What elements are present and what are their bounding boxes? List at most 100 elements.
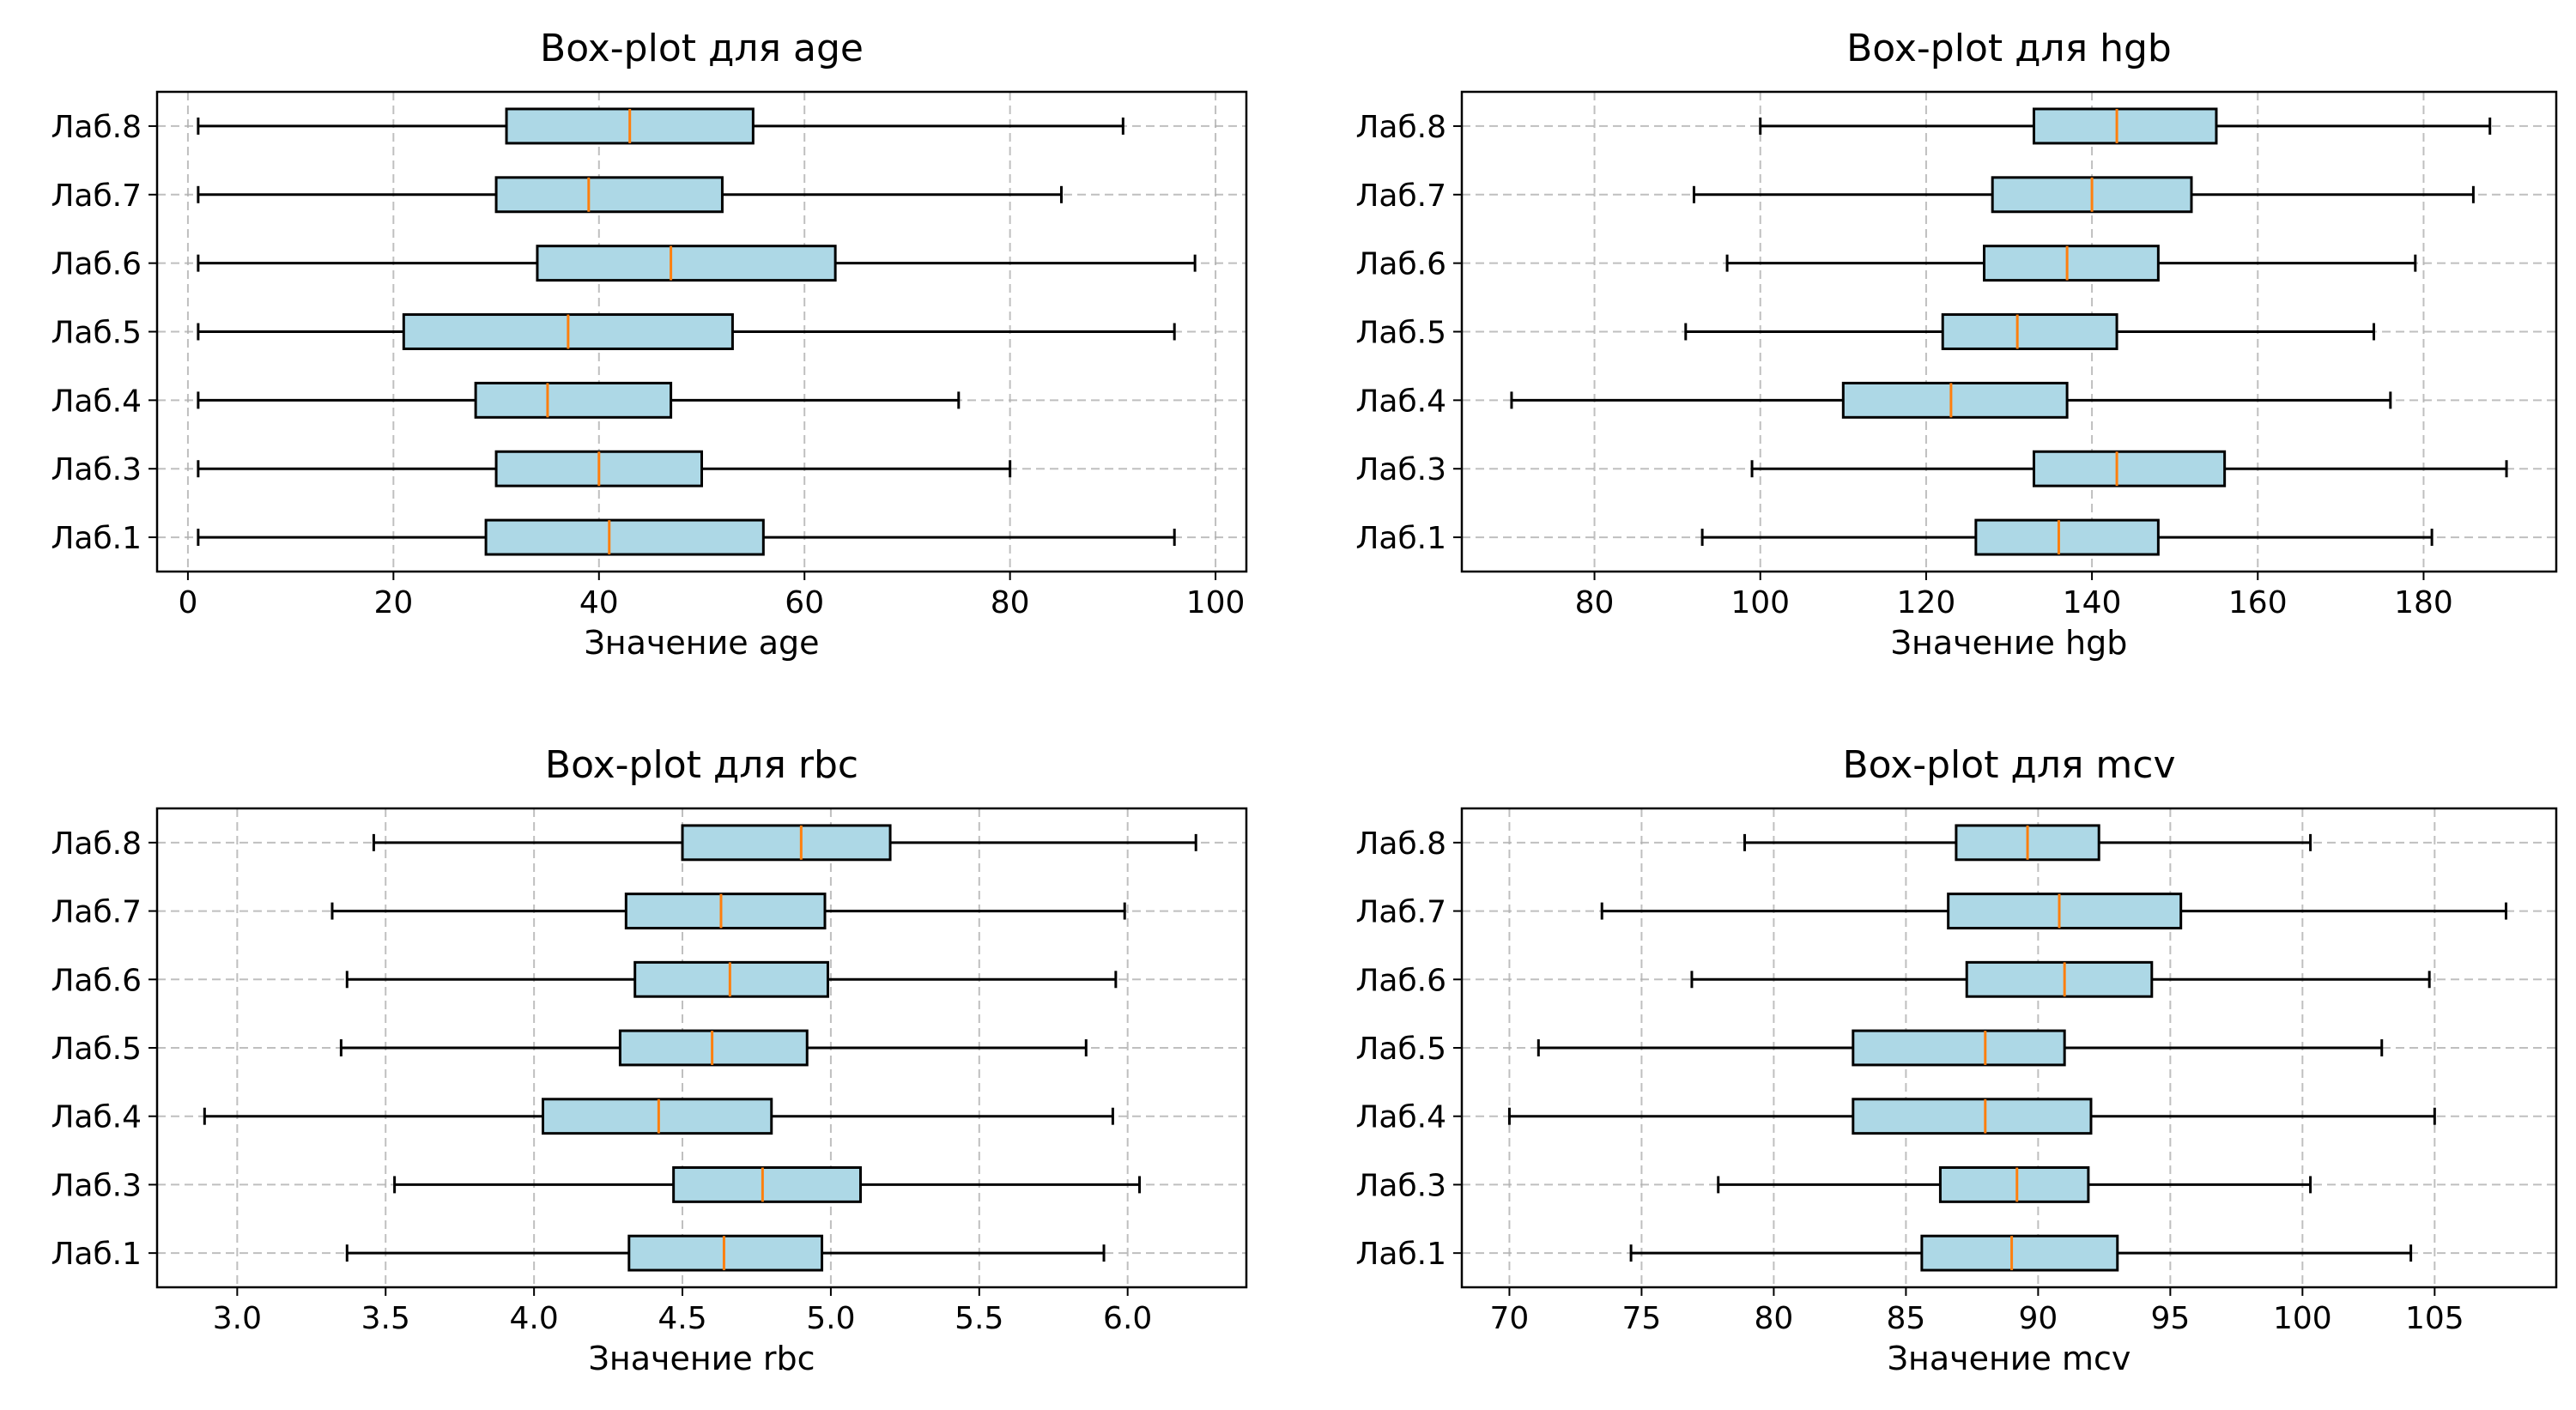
box-iqr — [627, 1234, 824, 1272]
box-Лаб.1 — [1700, 518, 2434, 556]
x-tick-label: 80 — [991, 585, 1030, 620]
x-tick-label: 180 — [2394, 585, 2453, 620]
y-tick-label: Лаб.4 — [1355, 1100, 1446, 1135]
box-iqr — [1983, 245, 2160, 282]
y-tick-label: Лаб.7 — [51, 895, 142, 930]
y-tick-label: Лаб.4 — [51, 1100, 142, 1135]
x-tick-label: 120 — [1897, 585, 1956, 620]
chart-panel-1: 0 20 40 60 80 100 Лаб.1 Лаб.3 Лаб.4 Лаб.5 Лаб.6 Лаб… — [51, 27, 1248, 662]
x-tick-label: 100 — [1186, 585, 1246, 620]
x-tick-label: 3.5 — [361, 1301, 410, 1336]
box-Лаб.5 — [197, 313, 1176, 350]
box-iqr — [1941, 313, 2118, 350]
y-tick-label: Лаб.5 — [1355, 316, 1446, 351]
box-iqr — [672, 1166, 862, 1203]
y-tick-label: Лаб.7 — [1355, 895, 1446, 930]
box-iqr — [1852, 1098, 2093, 1135]
box-iqr — [2032, 450, 2227, 487]
box-Лаб.8 — [1743, 824, 2312, 862]
y-tick-label: Лаб.8 — [1355, 826, 1446, 862]
chart-panel-4: 70 75 80 85 90 95 100 105 Лаб.1 Лаб.3 Лаб.4 Лаб.5 Ла… — [1355, 743, 2558, 1377]
box-Лаб.1 — [345, 1234, 1106, 1272]
x-tick-label: 60 — [785, 585, 824, 620]
box-Лаб.4 — [197, 381, 961, 419]
y-tick-label: Лаб.3 — [51, 1168, 142, 1203]
y-tick-label: Лаб.8 — [51, 826, 142, 862]
box-Лаб.1 — [1629, 1234, 2413, 1272]
box-Лаб.7 — [330, 893, 1126, 929]
box-iqr — [1965, 960, 2154, 998]
x-axis-label: Значение rbc — [589, 1340, 815, 1377]
y-tick-label: Лаб.5 — [1355, 1032, 1446, 1067]
box-iqr — [1852, 1029, 2066, 1067]
y-tick-label: Лаб.6 — [1355, 247, 1446, 282]
x-axis-label: Значение hgb — [1891, 624, 2128, 662]
box-iqr — [474, 381, 673, 419]
box-iqr — [1974, 518, 2160, 556]
y-tick-label: Лаб.3 — [51, 452, 142, 487]
y-tick-label: Лаб.5 — [51, 1032, 142, 1067]
box-Лаб.4 — [203, 1098, 1114, 1135]
box-Лаб.8 — [197, 107, 1124, 145]
chart-title: Box-plot для hgb — [1846, 27, 2172, 70]
box-Лаб.3 — [197, 450, 1012, 487]
box-iqr — [1920, 1234, 2119, 1272]
x-tick-label: 0 — [178, 585, 197, 620]
x-axis-label: Значение mcv — [1888, 1340, 2131, 1377]
box-Лаб.4 — [1510, 381, 2392, 419]
x-tick-label: 140 — [2063, 585, 2122, 620]
y-tick-label: Лаб.6 — [51, 963, 142, 998]
box-Лаб.8 — [372, 824, 1197, 862]
box-Лаб.5 — [339, 1029, 1088, 1067]
box-iqr — [1947, 893, 2183, 929]
y-tick-label: Лаб.4 — [1355, 384, 1446, 419]
box-iqr — [633, 960, 829, 998]
x-tick-label: 85 — [1886, 1301, 1925, 1336]
x-tick-label: 4.5 — [658, 1301, 706, 1336]
box-Лаб.3 — [1717, 1166, 2312, 1203]
box-iqr — [1938, 1166, 2090, 1203]
box-iqr — [624, 893, 827, 929]
x-tick-label: 100 — [2273, 1301, 2332, 1336]
x-tick-label: 80 — [1754, 1301, 1793, 1336]
box-Лаб.6 — [345, 960, 1118, 998]
y-tick-label: Лаб.6 — [51, 247, 142, 282]
x-tick-label: 6.0 — [1103, 1301, 1152, 1336]
box-Лаб.3 — [1750, 450, 2508, 487]
y-tick-label: Лаб.3 — [1355, 452, 1446, 487]
y-tick-label: Лаб.4 — [51, 384, 142, 419]
y-tick-label: Лаб.3 — [1355, 1168, 1446, 1203]
x-tick-label: 95 — [2150, 1301, 2190, 1336]
box-Лаб.7 — [1692, 176, 2475, 214]
x-tick-label: 4.0 — [510, 1301, 559, 1336]
x-axis-label: Значение age — [584, 624, 819, 662]
x-tick-label: 160 — [2228, 585, 2288, 620]
box-iqr — [2032, 107, 2218, 145]
chart-title: Box-plot для age — [540, 27, 864, 70]
y-tick-label: Лаб.7 — [1355, 179, 1446, 214]
y-tick-label: Лаб.1 — [51, 1237, 142, 1272]
box-Лаб.5 — [1684, 313, 2375, 350]
chart-title: Box-plot для rbc — [545, 743, 858, 787]
box-iqr — [494, 176, 724, 214]
box-Лаб.5 — [1537, 1029, 2384, 1067]
box-Лаб.6 — [1690, 960, 2431, 998]
box-Лаб.1 — [197, 518, 1176, 556]
box-iqr — [1841, 381, 2069, 419]
box-Лаб.4 — [1507, 1098, 2436, 1135]
y-tick-label: Лаб.1 — [1355, 1237, 1446, 1272]
box-iqr — [681, 824, 892, 862]
chart-title: Box-plot для mcv — [1842, 743, 2175, 787]
y-tick-label: Лаб.1 — [51, 521, 142, 556]
y-tick-label: Лаб.6 — [1355, 963, 1446, 998]
y-tick-label: Лаб.7 — [51, 179, 142, 214]
chart-panel-3: 3.0 3.5 4.0 4.5 5.0 5.5 6.0 Лаб.1 Лаб.3 Лаб.4 Лаб.… — [51, 743, 1248, 1377]
box-Лаб.6 — [197, 245, 1197, 282]
x-tick-label: 20 — [373, 585, 413, 620]
x-tick-label: 70 — [1490, 1301, 1530, 1336]
box-Лаб.8 — [1759, 107, 2492, 145]
x-tick-label: 90 — [2018, 1301, 2058, 1336]
x-tick-label: 5.0 — [806, 1301, 855, 1336]
chart-panel-2: 80 100 120 140 160 180 Лаб.1 Лаб.3 Лаб.4 Лаб.5 Лаб… — [1355, 27, 2558, 662]
